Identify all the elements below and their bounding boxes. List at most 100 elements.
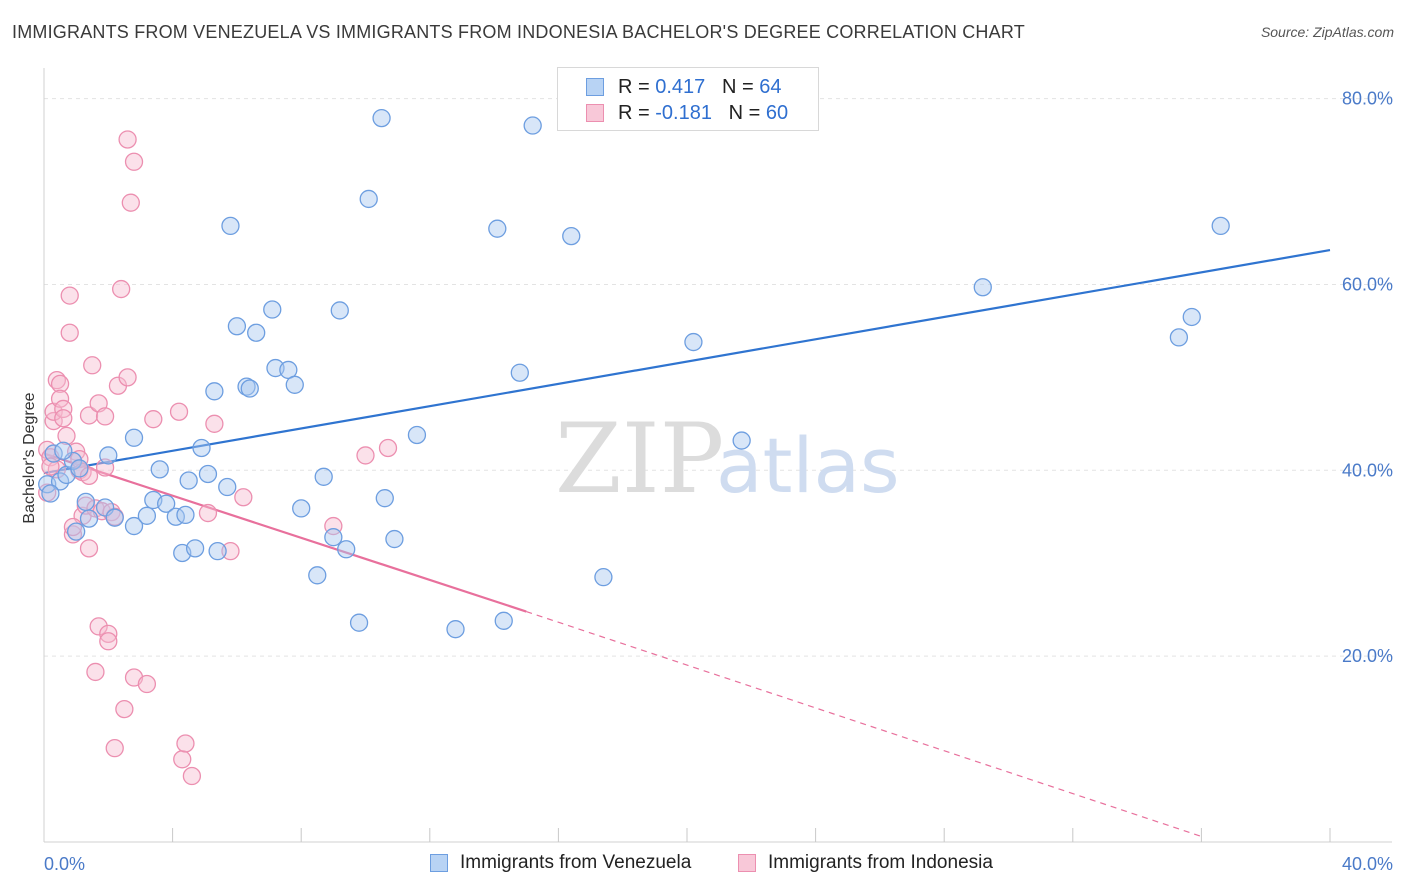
data-point-venezuela bbox=[99, 446, 118, 465]
bottom-legend-label-indonesia: Immigrants from Indonesia bbox=[768, 852, 993, 873]
data-point-venezuela bbox=[314, 467, 333, 486]
data-point-venezuela bbox=[105, 508, 124, 527]
legend-n-label: N = bbox=[721, 76, 760, 98]
data-point-indonesia bbox=[234, 488, 253, 507]
axis-labels: 20.0% 40.0% 60.0% 80.0% 0.0% 40.0% Bachelor's … bbox=[21, 89, 1393, 874]
legend-swatch-pink bbox=[586, 104, 604, 122]
grid-lines bbox=[44, 98, 1392, 657]
data-point-indonesia bbox=[50, 374, 70, 394]
data-point-venezuela bbox=[185, 539, 205, 558]
data-point-venezuela bbox=[1182, 307, 1201, 327]
data-point-venezuela bbox=[192, 438, 211, 458]
data-point-indonesia bbox=[115, 699, 134, 719]
data-point-venezuela bbox=[157, 494, 176, 513]
trendline-venezuela bbox=[43, 248, 1331, 475]
bottom-legend-swatch-blue bbox=[430, 854, 448, 872]
data-point-indonesia bbox=[118, 130, 137, 149]
data-point-venezuela bbox=[227, 317, 247, 336]
data-point-venezuela bbox=[510, 363, 529, 382]
data-point-venezuela bbox=[375, 489, 394, 508]
data-point-indonesia bbox=[54, 399, 73, 419]
legend-swatch-blue bbox=[586, 78, 604, 96]
data-point-venezuela bbox=[407, 425, 427, 445]
data-point-indonesia bbox=[99, 632, 118, 651]
data-point-venezuela bbox=[562, 226, 581, 246]
data-point-indonesia bbox=[50, 389, 70, 408]
data-point-indonesia bbox=[79, 539, 99, 558]
data-point-indonesia bbox=[89, 617, 108, 636]
data-point-venezuela bbox=[292, 499, 311, 518]
data-point-venezuela bbox=[79, 509, 99, 528]
data-point-venezuela bbox=[70, 459, 89, 478]
data-point-indonesia bbox=[83, 356, 102, 375]
legend-r-value: -0.181 bbox=[655, 102, 712, 124]
data-point-venezuela bbox=[324, 528, 343, 547]
watermark-atlas: atlas bbox=[716, 421, 900, 510]
data-point-indonesia bbox=[121, 193, 140, 212]
data-point-indonesia bbox=[137, 674, 157, 694]
data-point-indonesia bbox=[356, 446, 375, 465]
trendline-indonesia bbox=[526, 610, 1202, 837]
data-point-venezuela bbox=[523, 116, 542, 135]
chart-title: IMMIGRANTS FROM VENEZUELA VS IMMIGRANTS … bbox=[12, 22, 1025, 42]
data-point-venezuela bbox=[150, 460, 169, 479]
data-point-venezuela bbox=[179, 471, 198, 490]
data-point-indonesia bbox=[182, 766, 202, 786]
axes bbox=[43, 68, 1392, 843]
data-point-venezuela bbox=[124, 428, 144, 447]
y-axis-title: Bachelor's Degree bbox=[21, 392, 38, 523]
data-point-venezuela bbox=[494, 611, 513, 630]
data-point-venezuela bbox=[446, 620, 465, 639]
data-point-venezuela bbox=[337, 540, 356, 559]
data-point-venezuela bbox=[285, 375, 304, 394]
data-point-venezuela bbox=[237, 377, 256, 396]
data-point-indonesia bbox=[60, 323, 79, 342]
series-venezuela-points bbox=[38, 108, 1230, 639]
data-point-indonesia bbox=[79, 406, 99, 425]
data-point-venezuela bbox=[67, 522, 86, 541]
data-point-venezuela bbox=[54, 441, 73, 460]
y-tick-label: 80.0% bbox=[1342, 89, 1393, 109]
data-point-indonesia bbox=[54, 409, 73, 428]
data-point-indonesia bbox=[57, 426, 76, 446]
legend-n-value: 60 bbox=[765, 102, 789, 124]
data-point-venezuela bbox=[208, 541, 227, 561]
data-point-venezuela bbox=[308, 566, 327, 585]
data-point-indonesia bbox=[118, 368, 137, 387]
legend-r-label: R = bbox=[618, 76, 656, 98]
bottom-legend-swatch-pink bbox=[738, 854, 756, 872]
data-point-indonesia bbox=[112, 279, 131, 299]
data-point-indonesia bbox=[105, 738, 124, 758]
data-point-indonesia bbox=[95, 407, 115, 426]
data-point-venezuela bbox=[372, 108, 391, 128]
data-point-indonesia bbox=[173, 750, 192, 769]
data-point-indonesia bbox=[221, 541, 240, 561]
data-point-venezuela bbox=[41, 484, 60, 503]
data-point-venezuela bbox=[594, 568, 613, 587]
data-point-venezuela bbox=[349, 613, 369, 632]
legend-text-venezuela: R = 0.417 N = 64 bbox=[618, 76, 781, 99]
data-point-venezuela bbox=[124, 516, 144, 536]
legend-r-value: 0.417 bbox=[655, 76, 706, 98]
y-tick-label: 20.0% bbox=[1342, 646, 1393, 666]
correlation-legend: R = 0.417 N = 64 R = -0.181 N = 60 bbox=[557, 67, 819, 131]
data-point-indonesia bbox=[205, 414, 224, 433]
legend-r-label: R = bbox=[618, 102, 656, 124]
data-point-venezuela bbox=[330, 301, 349, 320]
data-point-venezuela bbox=[205, 382, 224, 401]
data-point-indonesia bbox=[99, 624, 118, 643]
trendlines bbox=[43, 248, 1331, 837]
data-point-indonesia bbox=[378, 438, 398, 458]
legend-n-label: N = bbox=[728, 102, 766, 124]
trendline-indonesia bbox=[43, 452, 527, 613]
legend-n-value: 64 bbox=[759, 76, 782, 98]
data-point-venezuela bbox=[221, 216, 240, 236]
data-point-venezuela bbox=[684, 332, 703, 352]
data-point-venezuela bbox=[488, 219, 507, 238]
data-point-venezuela bbox=[1211, 216, 1230, 236]
data-point-indonesia bbox=[176, 734, 195, 753]
data-point-venezuela bbox=[973, 278, 992, 297]
data-point-indonesia bbox=[86, 662, 105, 682]
y-tick-label: 60.0% bbox=[1342, 274, 1393, 294]
